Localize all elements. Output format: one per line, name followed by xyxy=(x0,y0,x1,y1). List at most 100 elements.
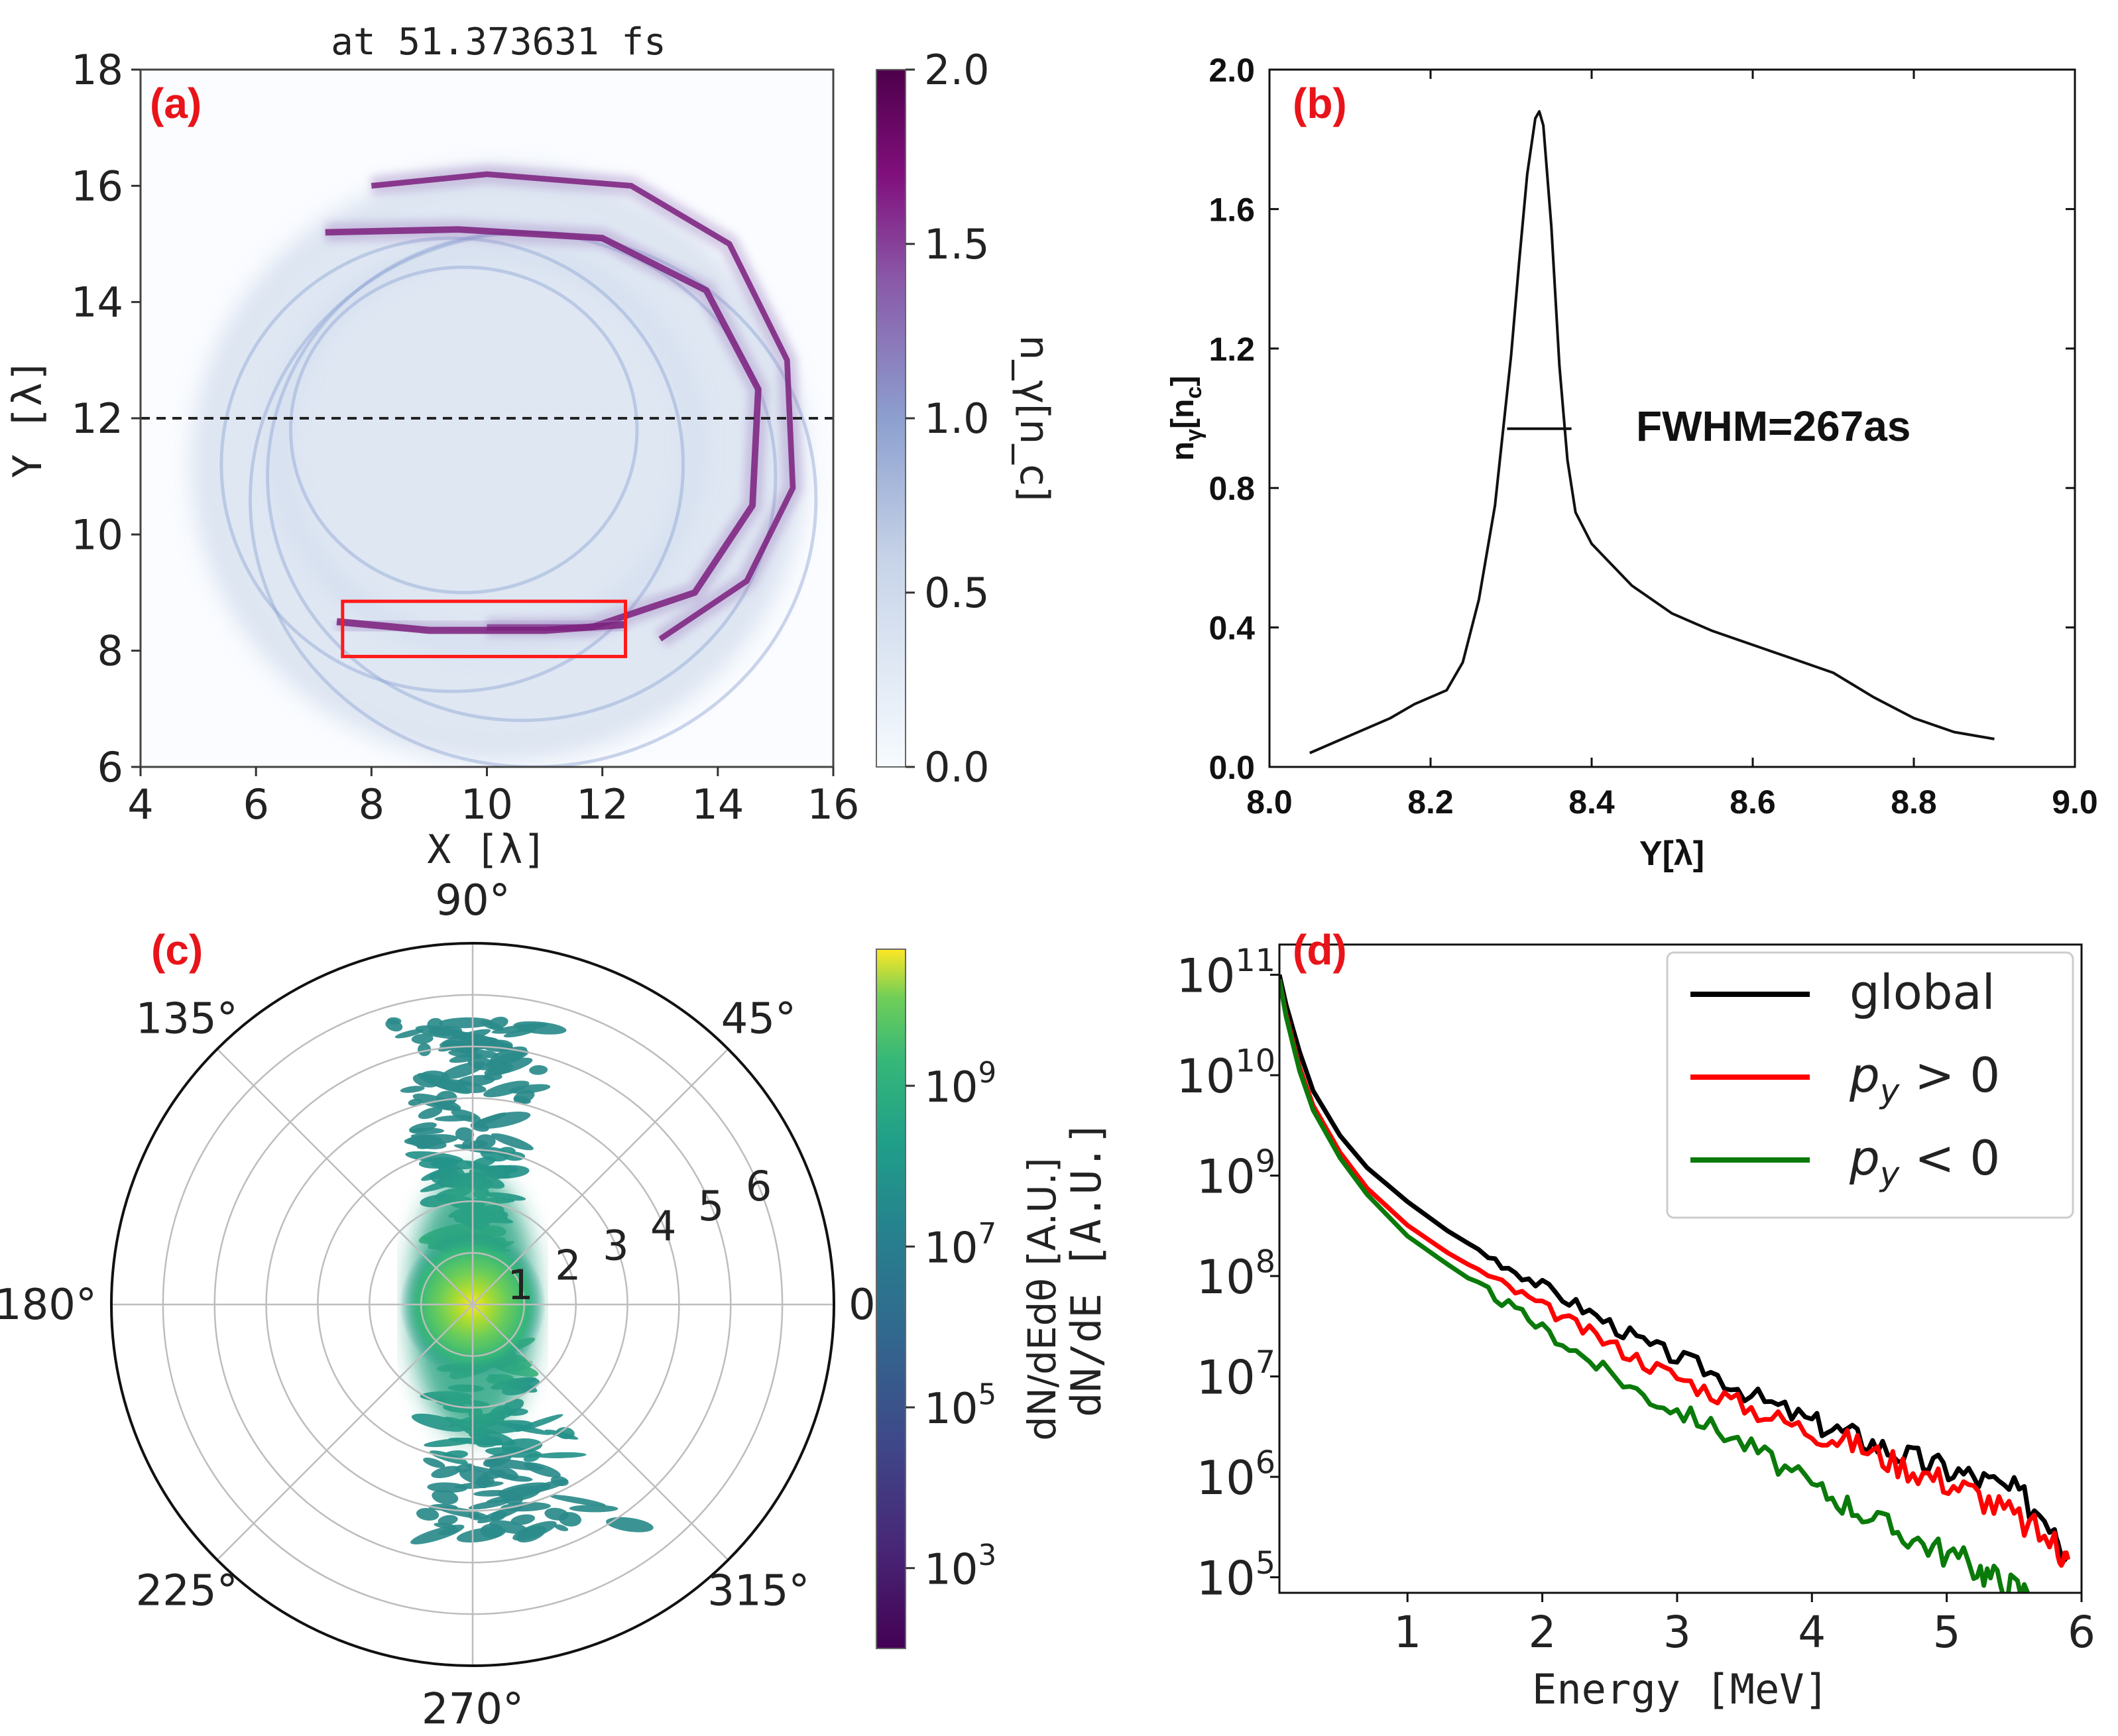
emission-patch xyxy=(438,1017,493,1029)
profile-line xyxy=(1309,110,1995,754)
panel-b-axes: 8.0 8.2 8.4 8.6 8.8 9.0 0.0 0.4 0.8 1.2 1.6 2.0 xyxy=(1208,52,2097,821)
theta-label: 0 xyxy=(849,1281,876,1330)
panel-d-energy-spectrum: 1 2 3 4 5 6 105 106 107 108 109 1010 1011 (d) dN/dE … xyxy=(1062,926,2095,1713)
emission-patch xyxy=(513,1090,535,1104)
y-tick-label: 10 xyxy=(71,510,123,559)
panel-a-title: at 51.373631 fs xyxy=(331,21,666,64)
emission-patch xyxy=(455,1463,475,1473)
x-tick-label: 8.6 xyxy=(1730,783,1776,821)
r-tick-label: 5 xyxy=(698,1182,724,1230)
emission-patch xyxy=(427,1482,468,1493)
y-tick-label: 1.6 xyxy=(1208,191,1255,228)
emission-patch xyxy=(431,1466,461,1479)
y-tick-label: 8 xyxy=(97,627,123,675)
theta-label: 225° xyxy=(136,1566,238,1615)
emission-patch xyxy=(434,1115,477,1122)
emission-patch xyxy=(544,1429,579,1440)
density-outer-ring xyxy=(194,170,803,760)
legend-label-2: py < 0 xyxy=(1849,1130,2000,1193)
theta-label: 90° xyxy=(435,876,510,925)
y-tick-label: 14 xyxy=(71,278,123,327)
theta-label: 135° xyxy=(136,995,238,1044)
panel-a-density-map: at 51.373631 fs 4 6 8 10 12 14 16681012141618X… xyxy=(5,21,1057,873)
x-tick-label: 6 xyxy=(2068,1607,2095,1658)
emission-patch xyxy=(485,1049,529,1068)
emission-patch xyxy=(418,1157,459,1169)
x-tick-label: 8.0 xyxy=(1246,783,1293,821)
panel-b-label: (b) xyxy=(1293,80,1347,127)
panel-a-colorbar-label: n_γ[n_c] xyxy=(1011,335,1057,501)
r-tick-label: 1 xyxy=(507,1261,533,1309)
r-tick-label: 6 xyxy=(746,1162,772,1210)
emission-patch xyxy=(606,1517,654,1533)
panel-c-polar-body: 0 45° 90° 135° 180° 225° 270° 315° 1 2 3 4 5 6 xyxy=(0,876,876,1734)
emission-patch xyxy=(418,1043,432,1057)
emission-patch xyxy=(400,1086,425,1093)
emission-patch xyxy=(486,1166,508,1179)
panel-a-colorbar xyxy=(876,69,906,768)
panel-d-label: (d) xyxy=(1293,926,1347,974)
panel-d-xlabel: Energy [MeV] xyxy=(1532,1665,1829,1713)
series-0-line xyxy=(1279,974,2070,1563)
panel-d-legend: global py > 0 py < 0 xyxy=(1666,951,2074,1219)
panel-b-frame xyxy=(1268,68,2076,768)
emission-patch xyxy=(549,1495,607,1507)
panel-a-label: (a) xyxy=(150,80,202,127)
emission-patch xyxy=(465,1465,518,1479)
x-tick-label: 10 xyxy=(461,780,513,829)
x-tick-label: 14 xyxy=(691,780,744,829)
emission-patch xyxy=(385,1019,403,1032)
x-tick-label: 6 xyxy=(243,780,268,829)
emission-patch xyxy=(412,1093,461,1111)
x-tick-label: 1 xyxy=(1393,1607,1421,1658)
panel-d-curves xyxy=(1279,974,2071,1593)
cbar-tick-label: 0.5 xyxy=(924,569,990,617)
emission-patch xyxy=(500,1502,551,1512)
emission-patch xyxy=(456,1527,506,1543)
y-tick-label: 2.0 xyxy=(1208,52,1255,89)
emission-patch xyxy=(526,1479,568,1493)
emission-patch xyxy=(480,1020,504,1031)
y-tick-label: 1011 xyxy=(1176,943,1275,1004)
y-tick-label: 16 xyxy=(71,162,123,210)
x-tick-label: 16 xyxy=(807,780,860,829)
panel-c-colorbar-ticks: 103 105 107 109 xyxy=(906,1057,996,1595)
panel-b-curve xyxy=(1309,110,1995,754)
legend-box xyxy=(1666,951,2074,1219)
theta-label: 315° xyxy=(707,1566,809,1615)
emission-patch xyxy=(423,1458,445,1468)
x-tick-label: 8.4 xyxy=(1568,783,1615,821)
panel-c-label: (c) xyxy=(151,926,203,974)
panel-d-axes: 1 2 3 4 5 6 105 106 107 108 109 1010 1011 xyxy=(1176,943,2095,1658)
x-tick-label: 4 xyxy=(1798,1607,1826,1658)
emission-patch xyxy=(536,1452,587,1458)
emission-patch xyxy=(476,1475,491,1489)
fwhm-annotation: FWHM=267as xyxy=(1636,402,1911,450)
polar-frame xyxy=(110,942,835,1667)
panel-d-ylabel: dN/dE [A.U.] xyxy=(1062,1120,1110,1417)
emission-patch xyxy=(438,1041,462,1052)
y-tick-label: 0.8 xyxy=(1208,470,1255,507)
y-tick-label: 18 xyxy=(71,46,123,94)
y-tick-label: 108 xyxy=(1197,1244,1275,1305)
emission-patch xyxy=(569,1505,618,1513)
y-tick-label: 1010 xyxy=(1176,1043,1275,1104)
emission-patch xyxy=(485,1458,505,1467)
emission-patch xyxy=(415,1025,469,1039)
emission-patch xyxy=(483,1080,530,1098)
y-tick-label: 6 xyxy=(97,743,123,791)
cbar-tick-label: 109 xyxy=(924,1057,996,1112)
cbar-tick-label: 1.0 xyxy=(924,394,990,443)
r-tick-label: 3 xyxy=(603,1222,628,1270)
x-tick-label: 8 xyxy=(359,780,384,829)
cbar-tick-label: 0.0 xyxy=(924,743,990,791)
emission-patch xyxy=(409,1128,444,1135)
emission-patch xyxy=(432,1489,459,1505)
r-tick-label: 4 xyxy=(650,1202,676,1250)
panel-d-frame xyxy=(1278,943,2083,1594)
panel-a-ylabel: Y [λ] xyxy=(5,359,51,479)
panel-a-overlays xyxy=(141,417,833,658)
panel-a-colorbar-ticks: 0.0 0.5 1.0 1.5 2.0 xyxy=(906,46,990,791)
emission-patch xyxy=(475,1134,496,1148)
